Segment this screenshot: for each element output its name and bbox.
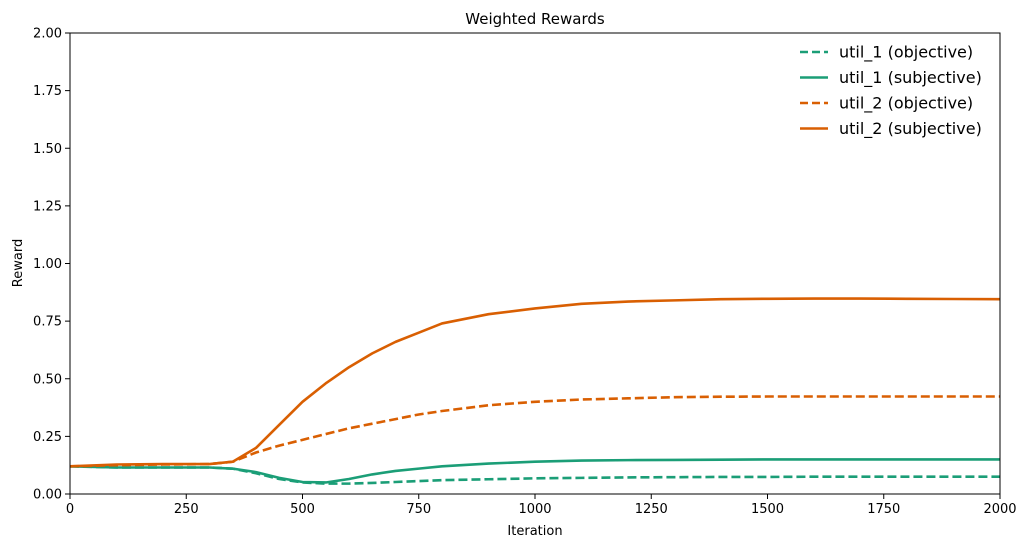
legend-label: util_1 (objective) <box>839 43 973 63</box>
y-axis-label: Reward <box>11 239 26 287</box>
x-tick-label: 250 <box>174 502 199 517</box>
y-tick-label: 1.00 <box>33 257 62 272</box>
y-tick-label: 2.00 <box>33 27 62 42</box>
y-tick-label: 0.25 <box>33 430 62 445</box>
x-tick-label: 1000 <box>518 502 551 517</box>
plot-area <box>69 297 1001 485</box>
x-tick-label: 500 <box>290 502 315 517</box>
y-tick-label: 1.75 <box>33 84 62 99</box>
x-tick-label: 750 <box>406 502 431 517</box>
x-tick-label: 0 <box>66 502 74 517</box>
legend-label: util_2 (objective) <box>839 94 973 114</box>
series-line-3 <box>69 297 1001 468</box>
x-axis: 0 250 500 750 1000 1250 1500 1750 2000 <box>66 494 1017 517</box>
legend-label: util_2 (subjective) <box>839 119 982 139</box>
legend-label: util_1 (subjective) <box>839 68 982 88</box>
x-tick-label: 2000 <box>983 502 1016 517</box>
y-tick-label: 0.75 <box>33 315 62 330</box>
x-tick-label: 1250 <box>635 502 668 517</box>
series-line-0 <box>69 465 1000 485</box>
y-axis: 0.00 0.25 0.50 0.75 1.00 1.25 1.50 1.75 2.00 <box>33 27 70 503</box>
x-tick-label: 1500 <box>751 502 784 517</box>
y-tick-label: 1.25 <box>33 199 62 214</box>
y-tick-label: 0.00 <box>33 488 62 503</box>
x-axis-label: Iteration <box>507 524 562 539</box>
x-tick-label: 1750 <box>867 502 900 517</box>
series-line-2 <box>69 395 1000 468</box>
y-tick-label: 0.50 <box>33 372 62 387</box>
legend: util_1 (objective) util_1 (subjective) uti… <box>800 43 982 139</box>
chart-title: Weighted Rewards <box>465 10 605 28</box>
series-line-1 <box>69 458 1000 484</box>
y-tick-label: 1.50 <box>33 142 62 157</box>
